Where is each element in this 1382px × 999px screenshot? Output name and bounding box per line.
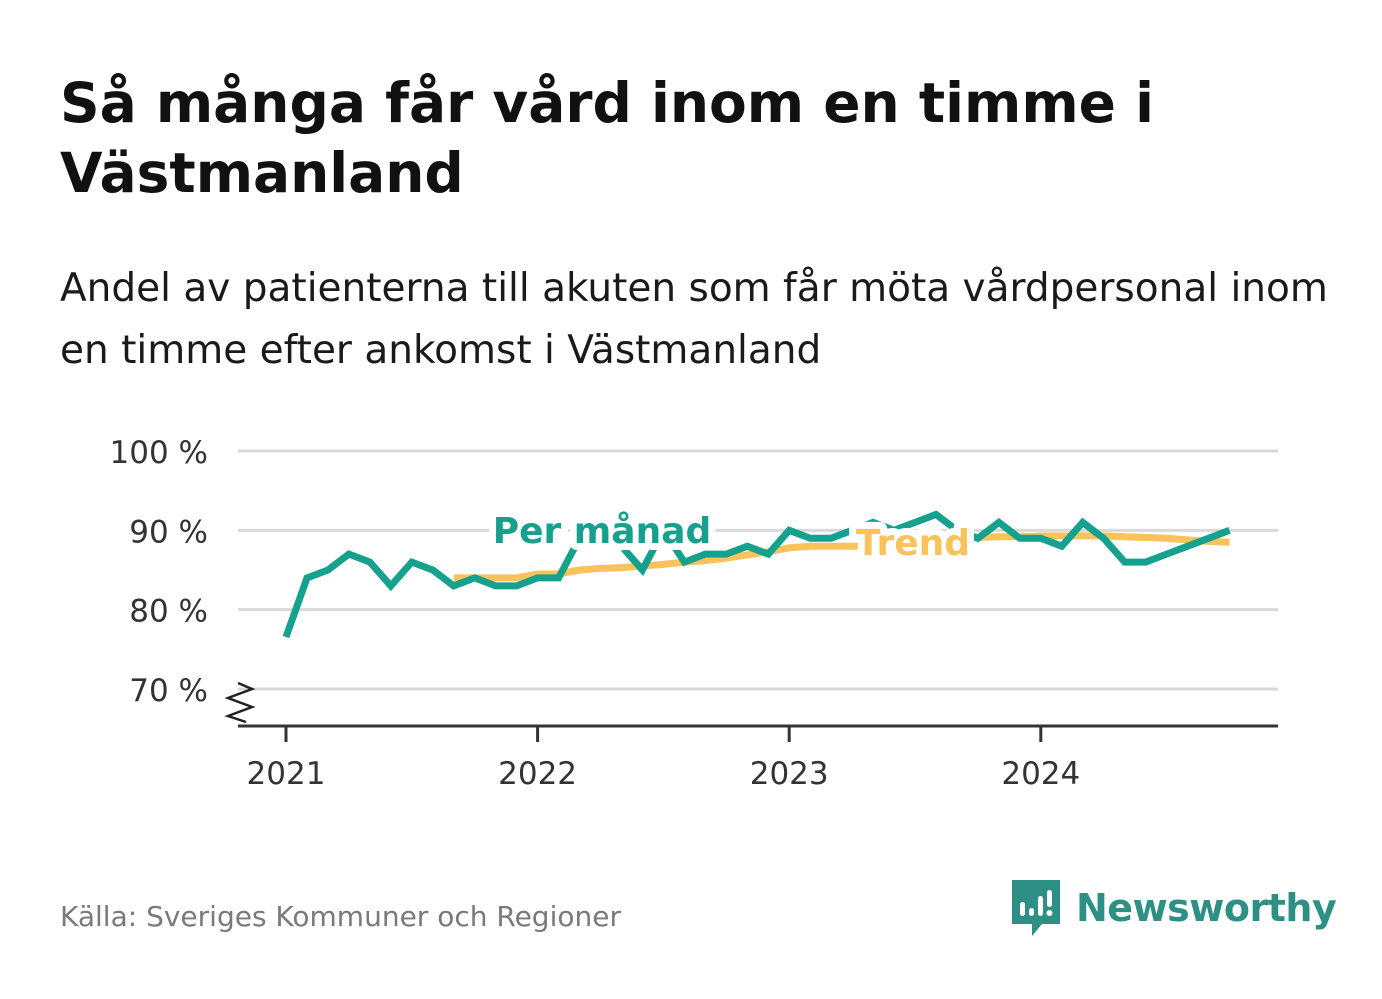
source-note: Källa: Sveriges Kommuner och Regioner	[60, 900, 621, 933]
newsworthy-logo-icon	[1012, 880, 1060, 936]
axis-break-icon	[224, 681, 256, 724]
brand-name: Newsworthy	[1076, 886, 1337, 930]
series-label-per-month: Per månad	[493, 511, 712, 552]
chart-title: Så många får vård inom en timme i Västma…	[60, 71, 1154, 205]
y-tick-label: 70 %	[129, 673, 208, 709]
per-month-line	[282, 510, 1231, 639]
x-tick-label: 2022	[498, 756, 577, 792]
brand-logo: Newsworthy	[1010, 878, 1337, 938]
series-label-trend: Trend	[856, 523, 970, 564]
x-tick-label: 2023	[750, 756, 829, 792]
y-tick-label: 80 %	[129, 594, 208, 630]
chart-subtitle: Andel av patienterna till akuten som får…	[60, 266, 1328, 373]
x-tick-label: 2021	[247, 756, 326, 792]
y-tick-label: 100 %	[110, 435, 208, 471]
y-tick-label: 90 %	[129, 514, 208, 550]
x-tick-label: 2024	[1001, 756, 1080, 792]
